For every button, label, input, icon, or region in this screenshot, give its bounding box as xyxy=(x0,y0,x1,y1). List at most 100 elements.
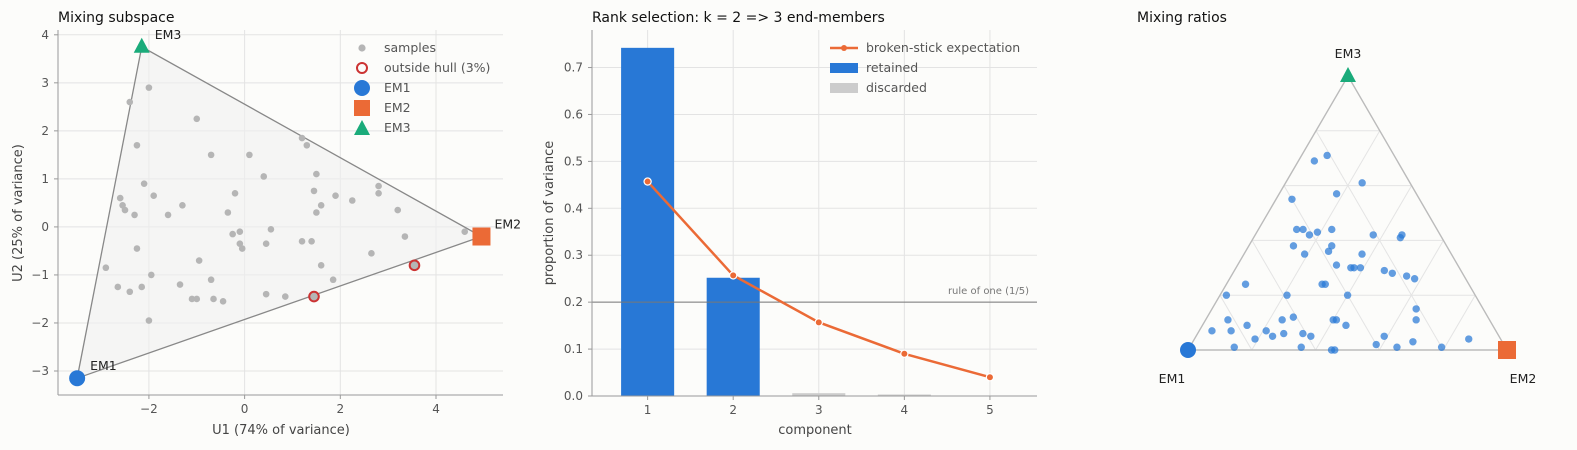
sample-point xyxy=(131,211,138,219)
x-tick-label: 5 xyxy=(986,403,994,417)
sample-point xyxy=(348,197,356,204)
em1-label: EM1 xyxy=(90,358,117,373)
broken-stick-point xyxy=(729,271,738,280)
y-tick-label: 0.1 xyxy=(564,342,583,356)
x-tick-label: 3 xyxy=(815,403,823,417)
ternary-point xyxy=(1222,291,1231,299)
sample-point xyxy=(207,276,215,284)
sample-point xyxy=(140,180,148,187)
ternary-point xyxy=(1283,291,1291,299)
sample-point xyxy=(298,134,306,142)
sample-point xyxy=(313,170,320,178)
ternary-point xyxy=(1297,343,1305,351)
sample-point xyxy=(188,295,196,303)
ternary-corners: EM1 EM2 EM3 xyxy=(1159,46,1537,386)
sample-point xyxy=(229,230,236,238)
ternary-point xyxy=(1305,231,1314,239)
discarded-bar xyxy=(792,393,846,396)
ternary-gridline xyxy=(1378,240,1444,351)
sample-point xyxy=(231,189,239,197)
ternary-point xyxy=(1437,343,1446,351)
ternary-point xyxy=(1243,321,1251,330)
broken-stick-point xyxy=(900,349,909,358)
y-tick-label: 0.6 xyxy=(564,107,583,121)
ternary-point xyxy=(1410,275,1419,283)
sample-point xyxy=(310,187,318,195)
ternary-point xyxy=(1313,228,1322,236)
sample-point xyxy=(262,290,270,298)
ternary-point xyxy=(1388,269,1397,277)
sample-point xyxy=(148,271,155,279)
sample-point xyxy=(133,141,141,149)
y-tick-label: 0.4 xyxy=(564,201,583,215)
outside-hull-point xyxy=(308,290,320,303)
ternary-point xyxy=(1262,327,1270,335)
panel2-xlabel: component xyxy=(778,423,852,438)
ternary-frame xyxy=(1186,74,1509,351)
panel2-title: Rank selection: k = 2 => 3 end-members xyxy=(592,10,885,26)
sample-point xyxy=(401,233,409,240)
rule-of-one-label: rule of one (1/5) xyxy=(948,286,1029,297)
y-tick-label: 0.5 xyxy=(564,154,583,168)
x-tick-label: −2 xyxy=(140,402,158,416)
ternary-point xyxy=(1278,316,1286,324)
sample-point xyxy=(116,194,124,202)
legend-label-em3: EM3 xyxy=(384,120,411,135)
y-tick-label: 1 xyxy=(41,172,49,186)
ternary-point xyxy=(1324,247,1333,256)
ternary-point xyxy=(1329,316,1337,324)
sample-point xyxy=(368,250,375,257)
x-tick-label: 1 xyxy=(644,403,652,417)
sample-point xyxy=(210,295,217,303)
ternary-point xyxy=(1300,250,1309,258)
y-tick-label: 2 xyxy=(41,124,49,138)
sample-point xyxy=(262,240,270,248)
broken-stick-point xyxy=(985,373,995,382)
panel1-ticks: −2 0 2 4 −3 −2 −1 0 1 2 3 4 xyxy=(31,28,440,416)
panel1-xlabel: U1 (74% of variance) xyxy=(212,423,350,438)
sample-point xyxy=(126,98,134,106)
ternary-point xyxy=(1380,332,1388,340)
ternary-point xyxy=(1328,242,1336,250)
em1-marker xyxy=(69,370,86,387)
y-tick-label: 0.2 xyxy=(564,295,583,309)
broken-stick-point xyxy=(814,318,823,327)
sample-point xyxy=(238,245,246,252)
legend-marker-samples xyxy=(358,44,366,52)
ternary-point xyxy=(1241,280,1250,288)
ternary-point xyxy=(1224,316,1232,324)
panel2-ylabel: proportion of variance xyxy=(542,141,557,285)
ternary-point xyxy=(1280,329,1288,338)
legend-label-outside: outside hull (3%) xyxy=(384,60,490,75)
legend-label-em1: EM1 xyxy=(384,80,411,95)
ternary-point xyxy=(1299,225,1307,234)
sample-point xyxy=(317,262,325,269)
sample-point xyxy=(236,228,244,236)
sample-point xyxy=(461,228,469,236)
ternary-point xyxy=(1227,327,1235,335)
ternary-point xyxy=(1332,261,1341,269)
sample-point xyxy=(193,295,201,303)
y-tick-label: 0 xyxy=(41,220,49,234)
ternary-point xyxy=(1465,335,1473,343)
sample-point xyxy=(394,206,402,214)
sample-point xyxy=(303,141,311,149)
legend-marker-em3 xyxy=(354,120,370,135)
x-tick-label: 2 xyxy=(336,402,344,416)
ternary-point xyxy=(1343,291,1352,299)
ternary-point xyxy=(1292,225,1301,234)
ternary-gridline xyxy=(1442,294,1476,351)
ternary-point xyxy=(1332,190,1341,198)
em2-corner-label: EM2 xyxy=(1510,371,1537,386)
sample-point xyxy=(126,288,134,296)
panel2-legend: broken-stick expectation retained discar… xyxy=(830,40,1020,95)
y-tick-label: −1 xyxy=(31,268,49,282)
x-tick-label: 0 xyxy=(241,402,249,416)
x-tick-label: 4 xyxy=(432,402,440,416)
sample-point xyxy=(179,201,186,209)
ternary-points xyxy=(1208,151,1473,354)
ternary-point xyxy=(1310,157,1319,165)
em2-corner-marker xyxy=(1498,341,1516,359)
ternary-point xyxy=(1347,264,1355,272)
y-tick-label: 0.0 xyxy=(564,389,583,403)
